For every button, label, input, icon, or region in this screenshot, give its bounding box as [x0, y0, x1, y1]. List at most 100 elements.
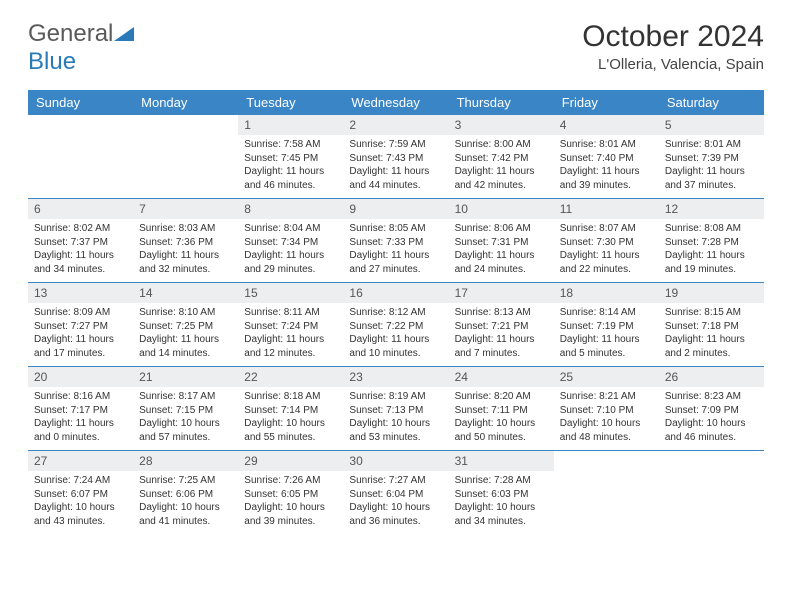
sunset-text: Sunset: 6:06 PM: [139, 488, 232, 502]
day-number: 5: [659, 115, 764, 135]
sunset-text: Sunset: 7:31 PM: [455, 236, 548, 250]
calendar-day-cell: ..: [28, 115, 133, 199]
calendar-day-cell: 13Sunrise: 8:09 AMSunset: 7:27 PMDayligh…: [28, 283, 133, 367]
calendar-day-cell: 27Sunrise: 7:24 AMSunset: 6:07 PMDayligh…: [28, 451, 133, 535]
calendar-day-cell: 18Sunrise: 8:14 AMSunset: 7:19 PMDayligh…: [554, 283, 659, 367]
location: L'Olleria, Valencia, Spain: [582, 56, 764, 73]
sunset-text: Sunset: 6:03 PM: [455, 488, 548, 502]
daylight-text: Daylight: 11 hours and 7 minutes.: [455, 333, 548, 360]
day-number: 20: [28, 367, 133, 387]
sunset-text: Sunset: 7:17 PM: [34, 404, 127, 418]
daylight-text: Daylight: 11 hours and 42 minutes.: [455, 165, 548, 192]
calendar-day-cell: 20Sunrise: 8:16 AMSunset: 7:17 PMDayligh…: [28, 367, 133, 451]
day-number: 1: [238, 115, 343, 135]
sunset-text: Sunset: 7:09 PM: [665, 404, 758, 418]
day-content: Sunrise: 8:01 AMSunset: 7:39 PMDaylight:…: [659, 135, 764, 198]
weekday-header: Saturday: [659, 90, 764, 115]
day-number: 12: [659, 199, 764, 219]
sunrise-text: Sunrise: 8:17 AM: [139, 390, 232, 404]
daylight-text: Daylight: 10 hours and 50 minutes.: [455, 417, 548, 444]
calendar-table: Sunday Monday Tuesday Wednesday Thursday…: [28, 90, 764, 534]
calendar-day-cell: ..: [659, 451, 764, 535]
calendar-day-cell: 16Sunrise: 8:12 AMSunset: 7:22 PMDayligh…: [343, 283, 448, 367]
sunrise-text: Sunrise: 7:27 AM: [349, 474, 442, 488]
sunrise-text: Sunrise: 7:26 AM: [244, 474, 337, 488]
sunset-text: Sunset: 7:25 PM: [139, 320, 232, 334]
calendar-day-cell: 29Sunrise: 7:26 AMSunset: 6:05 PMDayligh…: [238, 451, 343, 535]
calendar-day-cell: 28Sunrise: 7:25 AMSunset: 6:06 PMDayligh…: [133, 451, 238, 535]
daylight-text: Daylight: 11 hours and 46 minutes.: [244, 165, 337, 192]
sunset-text: Sunset: 7:43 PM: [349, 152, 442, 166]
daylight-text: Daylight: 11 hours and 37 minutes.: [665, 165, 758, 192]
daylight-text: Daylight: 10 hours and 41 minutes.: [139, 501, 232, 528]
calendar-day-cell: 3Sunrise: 8:00 AMSunset: 7:42 PMDaylight…: [449, 115, 554, 199]
day-content: Sunrise: 7:28 AMSunset: 6:03 PMDaylight:…: [449, 471, 554, 534]
sunset-text: Sunset: 7:19 PM: [560, 320, 653, 334]
weekday-header: Monday: [133, 90, 238, 115]
day-number: 19: [659, 283, 764, 303]
daylight-text: Daylight: 10 hours and 36 minutes.: [349, 501, 442, 528]
daylight-text: Daylight: 10 hours and 34 minutes.: [455, 501, 548, 528]
sunset-text: Sunset: 7:34 PM: [244, 236, 337, 250]
daylight-text: Daylight: 10 hours and 43 minutes.: [34, 501, 127, 528]
day-content: Sunrise: 8:16 AMSunset: 7:17 PMDaylight:…: [28, 387, 133, 450]
calendar-day-cell: 19Sunrise: 8:15 AMSunset: 7:18 PMDayligh…: [659, 283, 764, 367]
day-content: Sunrise: 8:03 AMSunset: 7:36 PMDaylight:…: [133, 219, 238, 282]
calendar-day-cell: 2Sunrise: 7:59 AMSunset: 7:43 PMDaylight…: [343, 115, 448, 199]
sunset-text: Sunset: 7:30 PM: [560, 236, 653, 250]
day-number: 31: [449, 451, 554, 471]
day-content: Sunrise: 7:59 AMSunset: 7:43 PMDaylight:…: [343, 135, 448, 198]
daylight-text: Daylight: 11 hours and 44 minutes.: [349, 165, 442, 192]
day-number: 10: [449, 199, 554, 219]
day-content: Sunrise: 8:13 AMSunset: 7:21 PMDaylight:…: [449, 303, 554, 366]
day-content: Sunrise: 8:02 AMSunset: 7:37 PMDaylight:…: [28, 219, 133, 282]
day-content: Sunrise: 8:06 AMSunset: 7:31 PMDaylight:…: [449, 219, 554, 282]
calendar-day-cell: 31Sunrise: 7:28 AMSunset: 6:03 PMDayligh…: [449, 451, 554, 535]
daylight-text: Daylight: 11 hours and 19 minutes.: [665, 249, 758, 276]
sunset-text: Sunset: 7:22 PM: [349, 320, 442, 334]
calendar-day-cell: 25Sunrise: 8:21 AMSunset: 7:10 PMDayligh…: [554, 367, 659, 451]
day-content: Sunrise: 7:58 AMSunset: 7:45 PMDaylight:…: [238, 135, 343, 198]
weekday-header: Tuesday: [238, 90, 343, 115]
weekday-header: Wednesday: [343, 90, 448, 115]
calendar-day-cell: ..: [554, 451, 659, 535]
calendar-day-cell: 26Sunrise: 8:23 AMSunset: 7:09 PMDayligh…: [659, 367, 764, 451]
day-number: 7: [133, 199, 238, 219]
calendar-week-row: 20Sunrise: 8:16 AMSunset: 7:17 PMDayligh…: [28, 367, 764, 451]
day-number: 24: [449, 367, 554, 387]
logo: General Blue: [28, 20, 134, 76]
daylight-text: Daylight: 11 hours and 39 minutes.: [560, 165, 653, 192]
calendar-day-cell: 24Sunrise: 8:20 AMSunset: 7:11 PMDayligh…: [449, 367, 554, 451]
sunrise-text: Sunrise: 8:03 AM: [139, 222, 232, 236]
sunset-text: Sunset: 7:10 PM: [560, 404, 653, 418]
sunset-text: Sunset: 7:36 PM: [139, 236, 232, 250]
day-content: Sunrise: 8:20 AMSunset: 7:11 PMDaylight:…: [449, 387, 554, 450]
calendar-day-cell: ..: [133, 115, 238, 199]
calendar-day-cell: 30Sunrise: 7:27 AMSunset: 6:04 PMDayligh…: [343, 451, 448, 535]
sunset-text: Sunset: 7:18 PM: [665, 320, 758, 334]
sunset-text: Sunset: 7:27 PM: [34, 320, 127, 334]
sunrise-text: Sunrise: 7:28 AM: [455, 474, 548, 488]
calendar-day-cell: 8Sunrise: 8:04 AMSunset: 7:34 PMDaylight…: [238, 199, 343, 283]
calendar-week-row: 6Sunrise: 8:02 AMSunset: 7:37 PMDaylight…: [28, 199, 764, 283]
day-number: 26: [659, 367, 764, 387]
day-number: 4: [554, 115, 659, 135]
sunset-text: Sunset: 7:13 PM: [349, 404, 442, 418]
day-content: Sunrise: 8:18 AMSunset: 7:14 PMDaylight:…: [238, 387, 343, 450]
calendar-day-cell: 17Sunrise: 8:13 AMSunset: 7:21 PMDayligh…: [449, 283, 554, 367]
daylight-text: Daylight: 10 hours and 39 minutes.: [244, 501, 337, 528]
daylight-text: Daylight: 11 hours and 24 minutes.: [455, 249, 548, 276]
calendar-day-cell: 6Sunrise: 8:02 AMSunset: 7:37 PMDaylight…: [28, 199, 133, 283]
day-number: 8: [238, 199, 343, 219]
day-content: Sunrise: 8:07 AMSunset: 7:30 PMDaylight:…: [554, 219, 659, 282]
day-content: Sunrise: 8:04 AMSunset: 7:34 PMDaylight:…: [238, 219, 343, 282]
sunset-text: Sunset: 7:21 PM: [455, 320, 548, 334]
weekday-header-row: Sunday Monday Tuesday Wednesday Thursday…: [28, 90, 764, 115]
day-number: 2: [343, 115, 448, 135]
day-content: Sunrise: 8:19 AMSunset: 7:13 PMDaylight:…: [343, 387, 448, 450]
sunset-text: Sunset: 7:40 PM: [560, 152, 653, 166]
calendar-week-row: ....1Sunrise: 7:58 AMSunset: 7:45 PMDayl…: [28, 115, 764, 199]
sunset-text: Sunset: 7:42 PM: [455, 152, 548, 166]
sunrise-text: Sunrise: 7:58 AM: [244, 138, 337, 152]
daylight-text: Daylight: 11 hours and 27 minutes.: [349, 249, 442, 276]
